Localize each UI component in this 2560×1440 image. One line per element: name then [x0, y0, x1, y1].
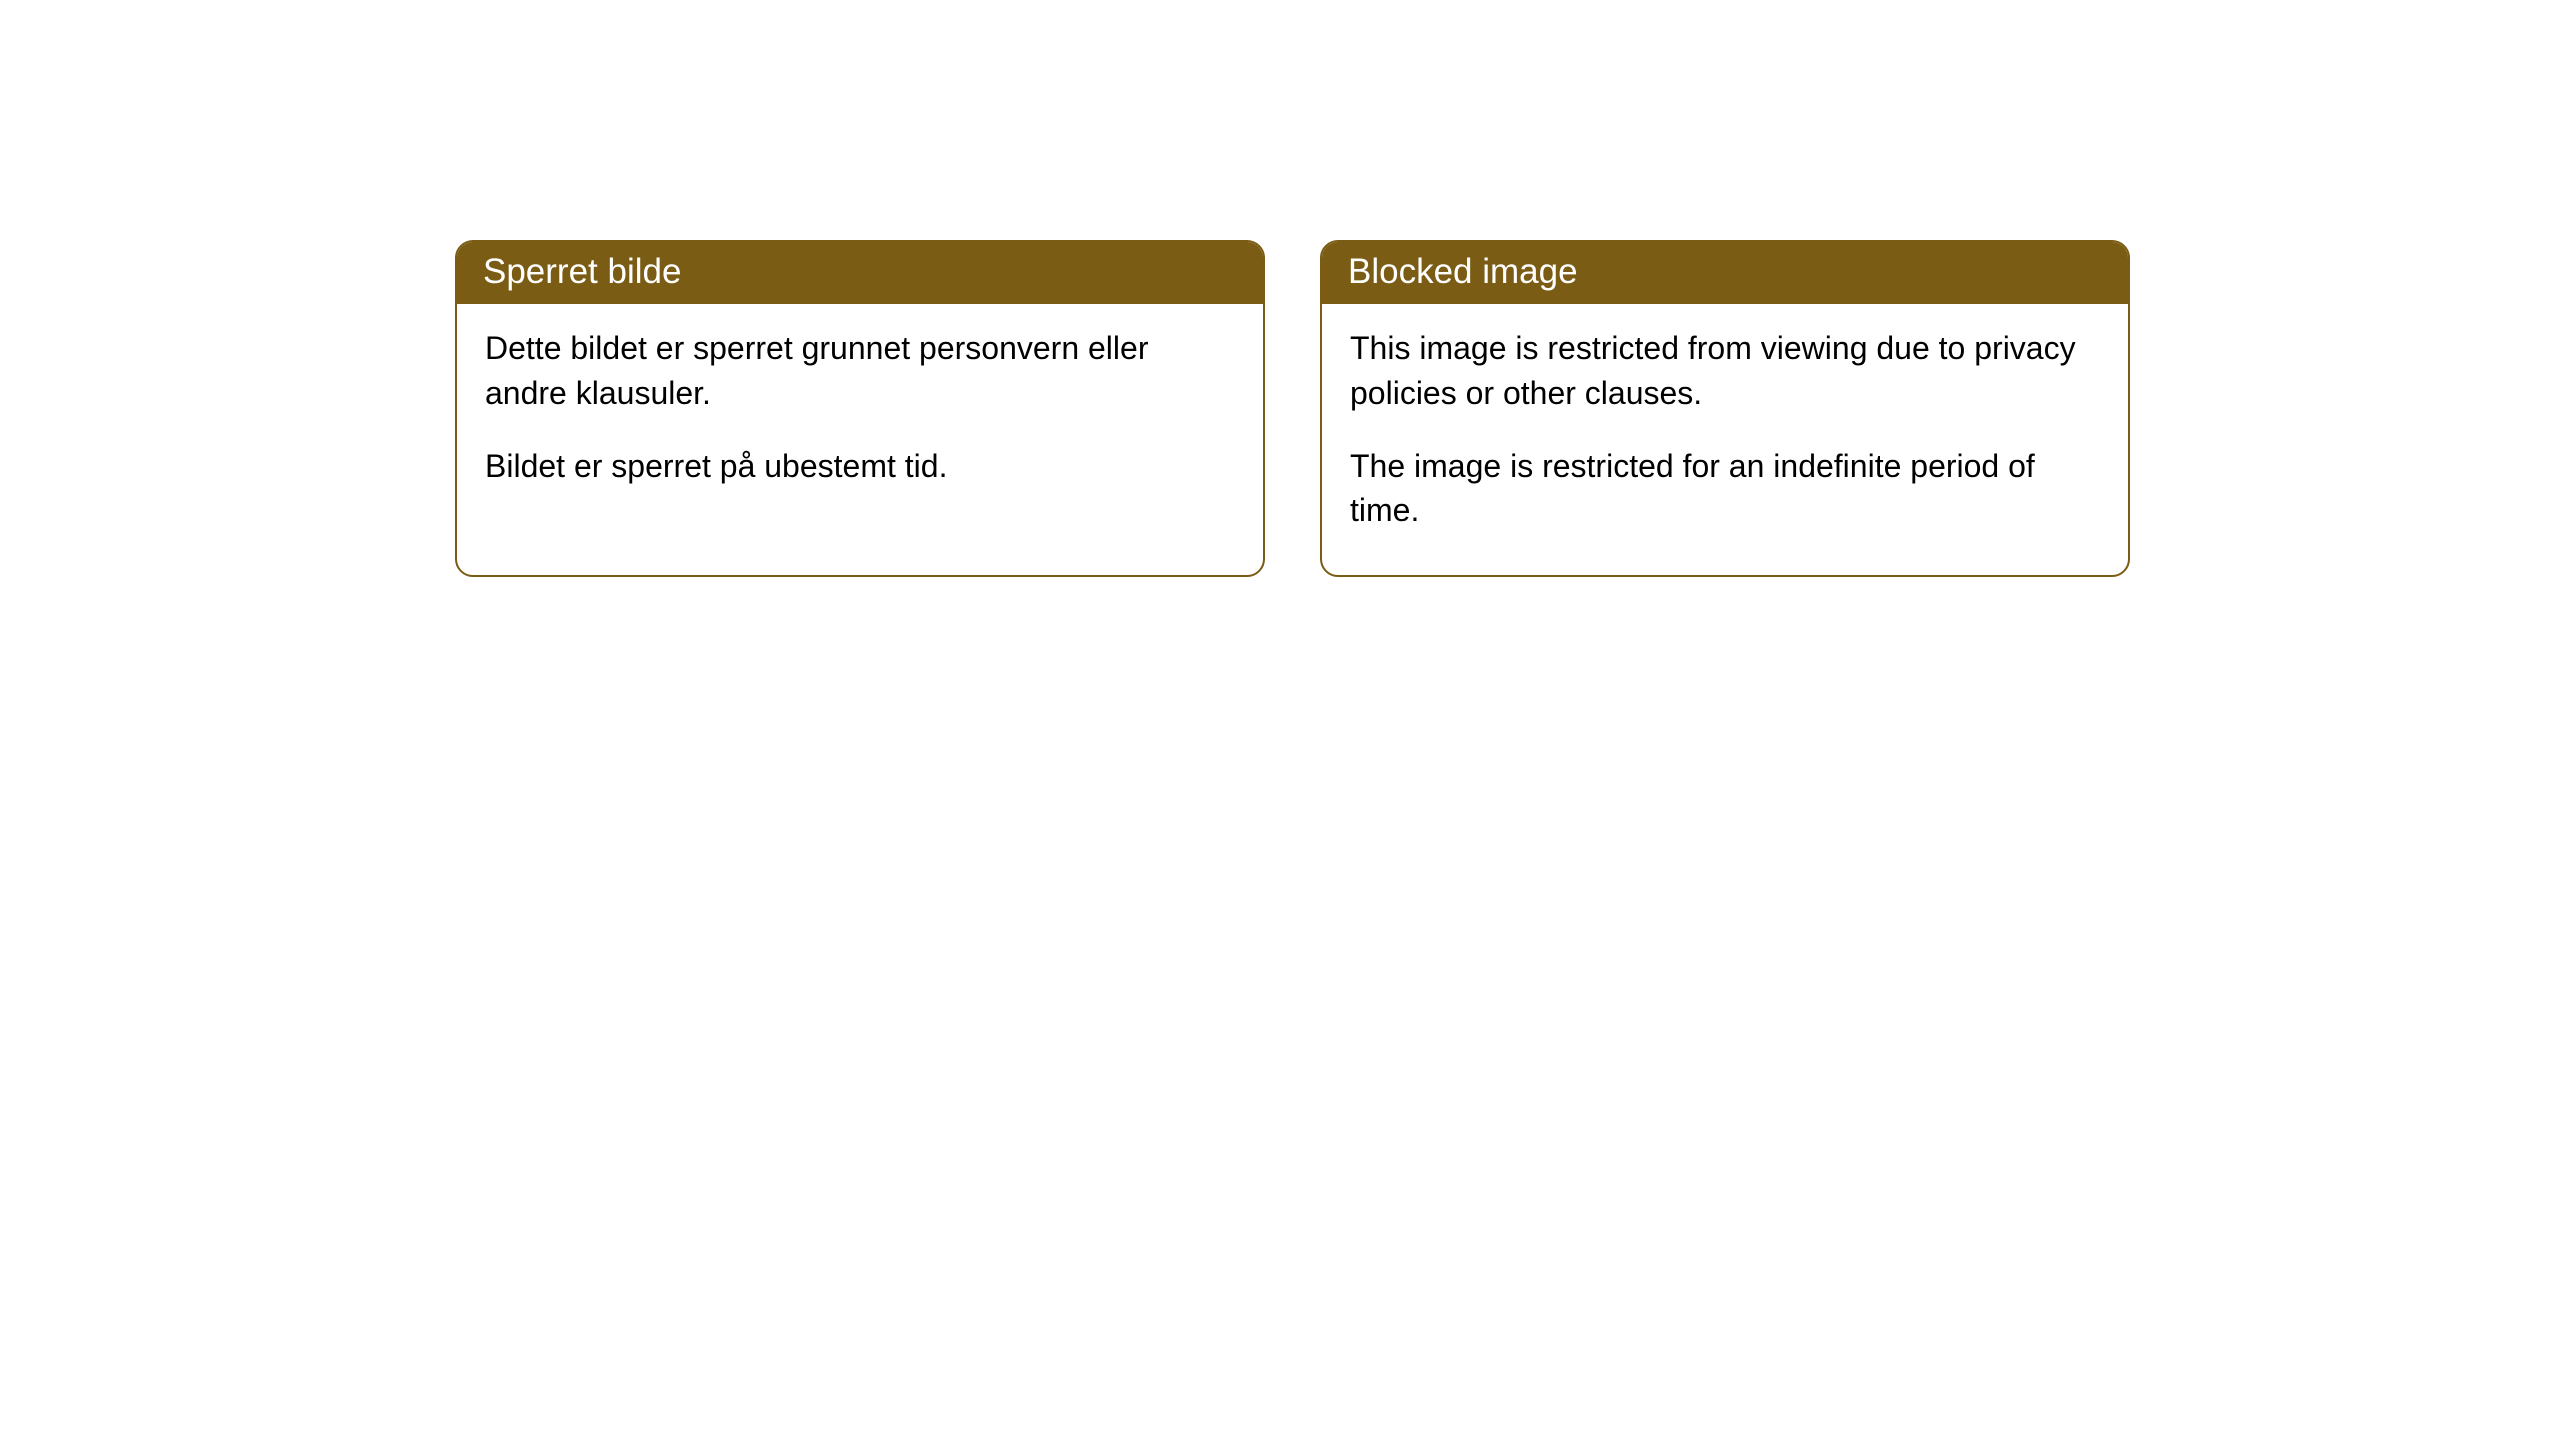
card-title: Sperret bilde — [483, 252, 681, 291]
card-paragraph: Dette bildet er sperret grunnet personve… — [485, 326, 1235, 416]
card-body: This image is restricted from viewing du… — [1322, 304, 2128, 575]
cards-container: Sperret bilde Dette bildet er sperret gr… — [455, 240, 2560, 577]
card-paragraph: The image is restricted for an indefinit… — [1350, 444, 2100, 534]
card-header: Sperret bilde — [457, 242, 1263, 304]
card-header: Blocked image — [1322, 242, 2128, 304]
blocked-image-card-no: Sperret bilde Dette bildet er sperret gr… — [455, 240, 1265, 577]
blocked-image-card-en: Blocked image This image is restricted f… — [1320, 240, 2130, 577]
card-paragraph: Bildet er sperret på ubestemt tid. — [485, 444, 1235, 489]
card-paragraph: This image is restricted from viewing du… — [1350, 326, 2100, 416]
card-title: Blocked image — [1348, 252, 1578, 291]
card-body: Dette bildet er sperret grunnet personve… — [457, 304, 1263, 530]
